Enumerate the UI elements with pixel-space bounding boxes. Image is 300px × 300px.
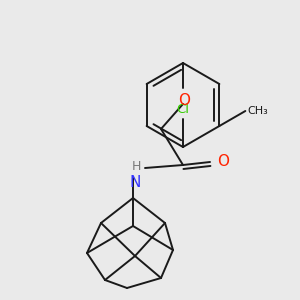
Text: CH₃: CH₃ [248,106,268,116]
Text: H: H [132,160,141,173]
Text: N: N [130,175,141,190]
Text: O: O [178,93,190,108]
Text: O: O [217,154,229,169]
Text: Cl: Cl [176,103,190,116]
